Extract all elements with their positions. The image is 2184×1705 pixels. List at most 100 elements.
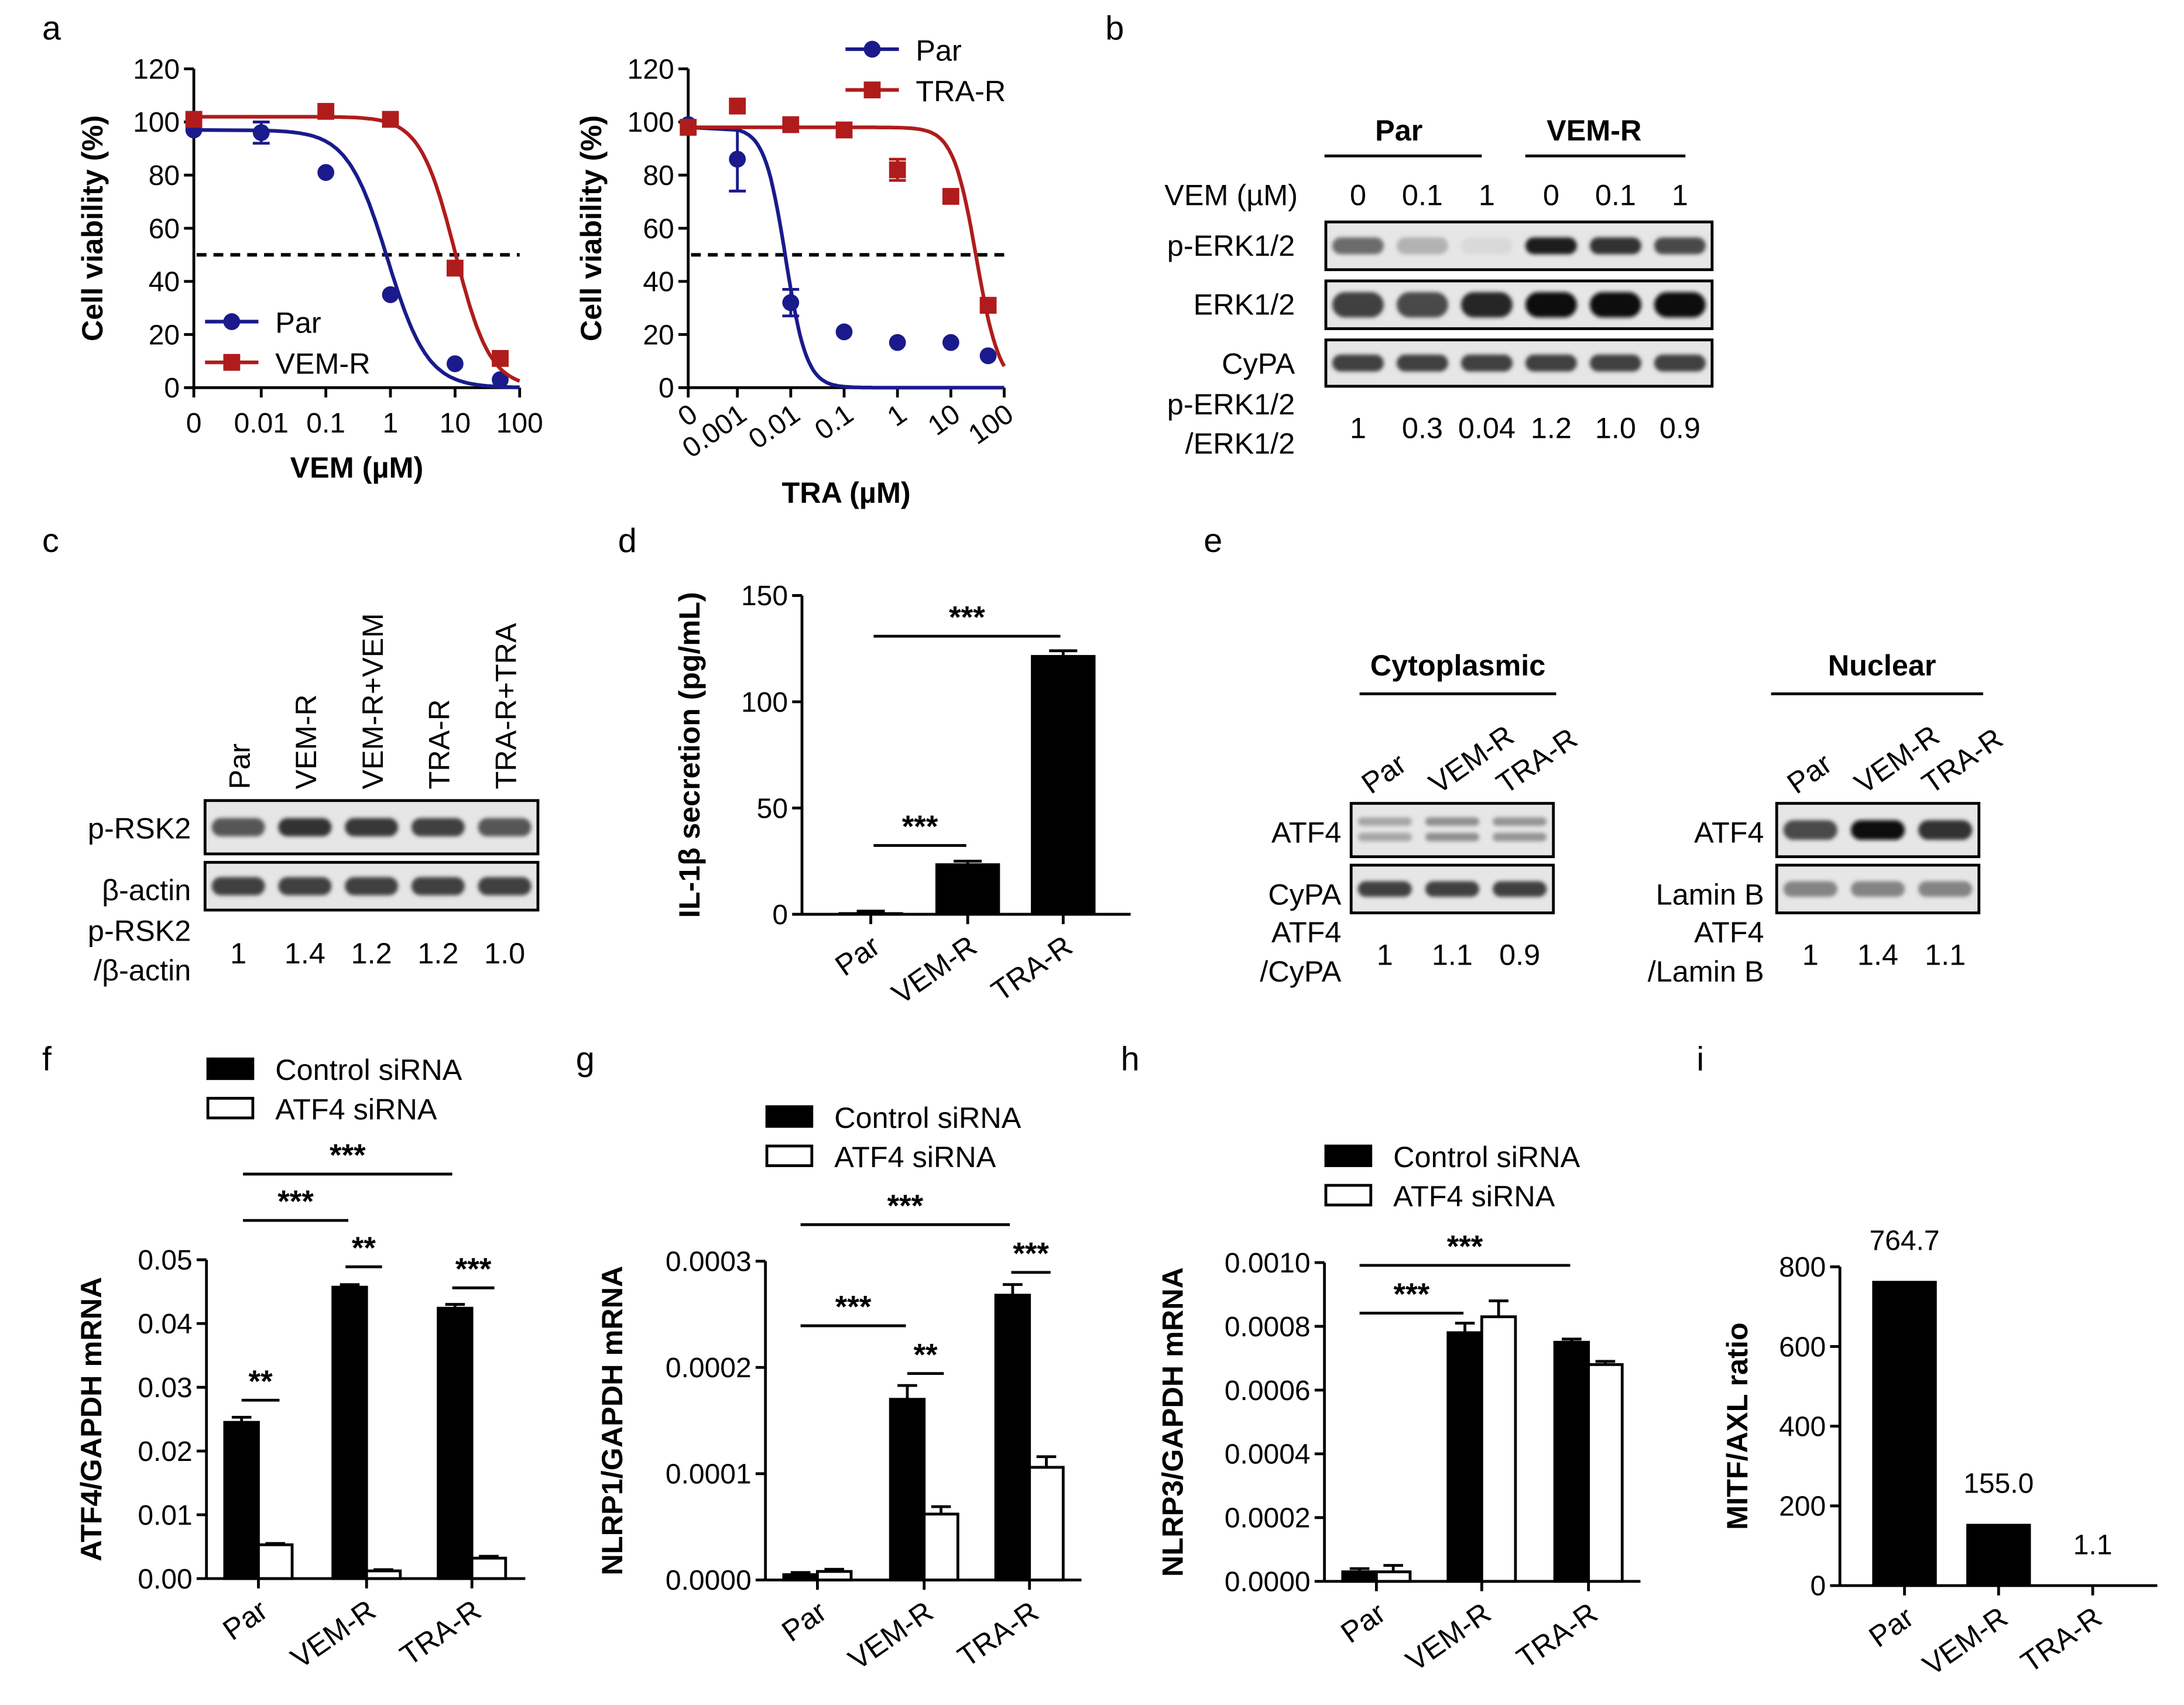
y-tick-label: 50 (757, 793, 788, 824)
y-tick-label: 0.0003 (666, 1247, 752, 1278)
blot-group-label: Par (1375, 114, 1422, 147)
bar-Control siRNA-TRA-R (1553, 1340, 1590, 1583)
blot-band (478, 818, 532, 836)
blot-band (1525, 354, 1577, 372)
bar-chart-i: 0 200 400 600 800 MITF/AXL ratio 764.7 155.0 1.1… (1720, 1226, 2158, 1682)
bar-ATF4 siRNA-VEM-R (365, 1569, 402, 1580)
blot-row-label: CyPA (1268, 877, 1341, 911)
ratio-label: /CyPA (1260, 955, 1341, 988)
blot-band (1332, 237, 1384, 255)
blot-band (1357, 817, 1412, 826)
y-tick-label: 0.0000 (1225, 1567, 1311, 1598)
bar-ATF4 siRNA-Par (816, 1570, 853, 1582)
panel-label-e: e (1204, 522, 1222, 560)
blot-band (411, 877, 465, 896)
significance-stars: *** (330, 1138, 366, 1173)
data-label: 764.7 (1870, 1226, 1940, 1257)
y-tick-label: 20 (643, 320, 674, 351)
x-tick-label: 0.01 (234, 408, 289, 439)
legend-marker (863, 40, 881, 58)
significance-stars: *** (277, 1185, 314, 1219)
data-point-Par (942, 334, 959, 351)
grouped-bar-chart-g: 0.0000 0.0001 0.0002 0.0003 NLRP1/GAPDH mRNA… (595, 1101, 1082, 1676)
x-tick-label: 10 (923, 399, 966, 442)
blot-band (1525, 292, 1577, 318)
y-tick-label: 150 (741, 581, 788, 612)
y-tick-label: 0.0002 (1225, 1503, 1311, 1534)
y-axis-label: Cell viability (%) (76, 115, 109, 341)
ratio-value: 1 (230, 936, 246, 970)
y-tick-label: 80 (643, 160, 674, 191)
blot-band (1918, 881, 1973, 897)
y-tick-label: 20 (149, 320, 180, 351)
x-tick-label: 100 (496, 408, 543, 439)
blot-band (1654, 237, 1706, 255)
y-tick-label: 80 (149, 160, 180, 191)
data-point-Par (782, 294, 800, 311)
blot-band (1850, 820, 1905, 840)
bar-Control siRNA-TRA-R (994, 1294, 1031, 1582)
ratio-value: 1.2 (351, 936, 392, 970)
bar-ATF4 siRNA-TRA-R (1028, 1466, 1065, 1582)
bar-Control siRNA-TRA-R (437, 1306, 474, 1580)
blot-band (278, 818, 332, 836)
y-tick-label: 0.04 (138, 1309, 192, 1340)
blot-band (1589, 292, 1641, 318)
ratio-value: 1 (1802, 938, 1819, 971)
blot-band (1357, 881, 1412, 897)
blot-band (1589, 354, 1641, 372)
significance-stars: *** (887, 1189, 924, 1223)
y-tick-label: 0 (659, 373, 674, 404)
ratio-value: 1.1 (1925, 938, 1966, 971)
y-tick-label: 400 (1779, 1411, 1826, 1442)
data-point-VEM-R (446, 259, 464, 277)
western-blot-c: Par VEM-R VEM-R+VEM TRA-R TRA-R+TRA p-RSK2 β-a… (88, 613, 540, 987)
blot-title: Cytoplasmic (1370, 649, 1546, 682)
x-tick-label: 0.1 (306, 408, 345, 439)
significance-stars: ** (249, 1364, 273, 1399)
y-tick-label: 0.01 (138, 1500, 192, 1531)
blot-group-label: VEM-R (1547, 114, 1641, 147)
x-tick-label: Par (1863, 1600, 1919, 1654)
x-tick-label: VEM-R (284, 1593, 382, 1675)
dose-response-chart-a_vem: 0 20 40 60 80 100 120 0 0.01 0.1 1 10 100 VEM (µM) Cel… (76, 54, 543, 483)
blot-band (1425, 817, 1480, 826)
fit-curve-TRA-R (688, 125, 1006, 368)
x-tick-label: 100 (963, 399, 1019, 451)
significance-stars: *** (1013, 1237, 1049, 1271)
ratio-label: /ERK1/2 (1185, 427, 1295, 460)
x-tick-label: Par (1335, 1596, 1391, 1649)
legend-label: ATF4 siRNA (834, 1140, 996, 1174)
significance-stars: *** (1394, 1277, 1430, 1312)
blot-strip (1324, 338, 1714, 388)
bar-VEM-R (935, 863, 1000, 915)
significance-stars: *** (455, 1252, 492, 1287)
lane-label: 0 (1543, 178, 1559, 211)
blot-band (1460, 292, 1513, 318)
lane-label: 0.1 (1402, 178, 1443, 211)
lane-label: TRA-R (423, 699, 456, 790)
data-point-TRA-R (835, 121, 853, 139)
y-tick-label: 60 (149, 214, 180, 245)
data-point-Par (317, 164, 335, 181)
bar-Par (1872, 1281, 1937, 1586)
panel-label-b: b (1105, 9, 1124, 47)
y-tick-label: 0 (772, 900, 788, 931)
ratio-value: 0.3 (1402, 411, 1443, 445)
data-point-TRA-R (729, 97, 746, 115)
y-axis-label: Cell viability (%) (574, 115, 608, 341)
blot-band (1783, 820, 1837, 840)
blot-strip (1324, 220, 1714, 272)
western-blot-b: Par VEM-R VEM (µM) 0 0.1 1 0 0.1 1 p-ERK1/2 ERK1/2… (1164, 114, 1714, 460)
x-tick-label: TRA-R (2015, 1600, 2108, 1679)
bar-Control siRNA-VEM-R (1446, 1331, 1483, 1583)
ratio-value: 1.4 (284, 936, 325, 970)
legend-label: Par (275, 306, 321, 339)
y-tick-label: 0.0010 (1225, 1248, 1311, 1279)
data-point-TRA-R (782, 116, 800, 133)
blot-band (1850, 881, 1905, 897)
ratio-value: 0.9 (1499, 938, 1540, 971)
